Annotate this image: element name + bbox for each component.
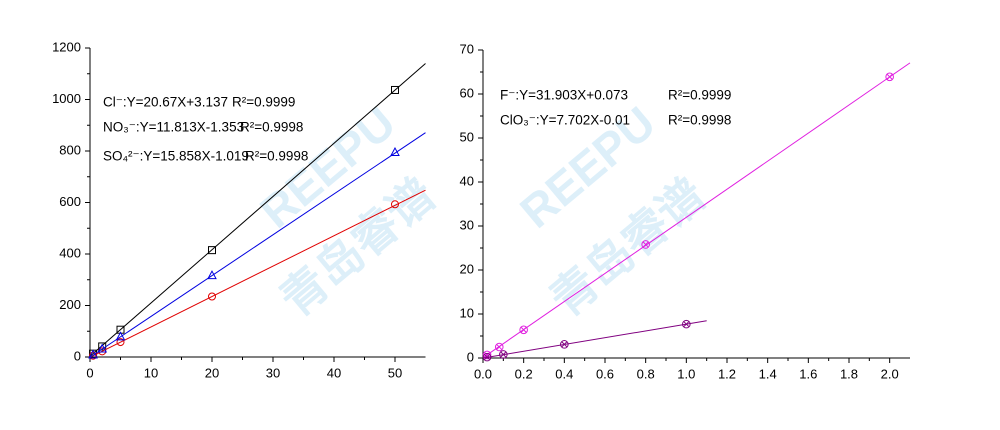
x-tick-label: 1.4 (759, 366, 777, 381)
y-tick-label: 20 (460, 261, 474, 276)
x-tick-label: 0.2 (515, 366, 533, 381)
point-cross (886, 73, 893, 80)
point (391, 200, 399, 209)
y-tick-label: 70 (460, 41, 474, 56)
point-cross (484, 354, 491, 361)
y-tick-label: 0 (74, 348, 81, 363)
point-ring (885, 72, 894, 82)
point (97, 343, 108, 353)
x-tick-label: 2.0 (881, 366, 899, 381)
point (519, 325, 528, 335)
point-ring (682, 319, 691, 329)
y-tick-label: 200 (59, 297, 81, 312)
point (208, 246, 216, 255)
r2-label: R²=0.9999 (232, 95, 295, 110)
x-tick-label: 0.0 (474, 366, 492, 381)
x-tick-label: 40 (327, 365, 341, 380)
point (207, 270, 217, 280)
point-ring (482, 350, 492, 360)
x-tick-label: 20 (205, 365, 219, 380)
fit-line (89, 63, 426, 357)
point (89, 351, 98, 360)
x-tick-label: 1.0 (677, 366, 695, 381)
point (494, 342, 504, 352)
point (116, 338, 125, 347)
point-cross (561, 341, 568, 348)
point (208, 292, 216, 301)
point-ring (519, 325, 528, 335)
y-tick-label: 60 (460, 85, 474, 100)
fit-line (89, 189, 426, 358)
point (499, 350, 508, 359)
x-tick-label: 0.6 (596, 366, 614, 381)
r2-label: R²=0.9998 (668, 113, 731, 128)
point (885, 72, 894, 82)
point (391, 85, 399, 94)
equation-label: ClO₃⁻:Y=7.702X-0.01 (500, 113, 630, 128)
x-tick-label: 10 (144, 365, 158, 380)
point-cross (500, 351, 507, 358)
point (115, 331, 126, 341)
point-cross (642, 241, 649, 248)
point-ring (482, 352, 492, 362)
r2-label: R²=0.9998 (245, 149, 308, 164)
point (682, 319, 691, 329)
x-tick-label: 1.8 (840, 366, 858, 381)
x-tick-label: 1.6 (799, 366, 817, 381)
point-cross (520, 326, 527, 333)
r2-label: R²=0.9998 (240, 120, 303, 135)
x-tick-label: 0 (86, 365, 93, 380)
equation-label: SO₄²⁻:Y=15.858X-1.019 (103, 149, 249, 164)
point-ring (641, 240, 650, 249)
fit-line (482, 62, 911, 359)
point (390, 146, 400, 157)
point (88, 349, 98, 359)
r2-label: R²=0.9999 (668, 88, 731, 103)
y-tick-label: 1000 (52, 91, 81, 106)
x-tick-label: 0.8 (637, 366, 655, 381)
point (641, 240, 650, 249)
fit-line (89, 132, 426, 358)
point-ring (499, 350, 508, 359)
fit-line (482, 320, 707, 359)
y-tick-label: 1200 (52, 39, 81, 54)
x-tick-label: 1.2 (718, 366, 736, 381)
y-tick-label: 0 (467, 349, 474, 364)
y-tick-label: 400 (59, 245, 81, 260)
point (560, 340, 569, 349)
point-ring (494, 342, 504, 352)
y-tick-label: 50 (460, 129, 474, 144)
point (482, 352, 492, 362)
x-tick-label: 30 (266, 365, 280, 380)
x-tick-label: 0.4 (555, 366, 573, 381)
y-tick-label: 600 (59, 194, 81, 209)
y-tick-label: 10 (460, 305, 474, 320)
equation-label: NO₃⁻:Y=11.813X-1.353 (103, 120, 244, 135)
y-tick-label: 30 (460, 217, 474, 232)
point-cross (496, 343, 503, 351)
y-tick-label: 800 (59, 142, 81, 157)
y-tick-label: 40 (460, 173, 474, 188)
point-cross (683, 321, 690, 328)
x-tick-label: 50 (388, 365, 402, 380)
equation-label: F⁻:Y=31.903X+0.073 (500, 88, 628, 103)
point-ring (560, 340, 569, 349)
equation-label: Cl⁻:Y=20.67X+3.137 (103, 95, 228, 110)
